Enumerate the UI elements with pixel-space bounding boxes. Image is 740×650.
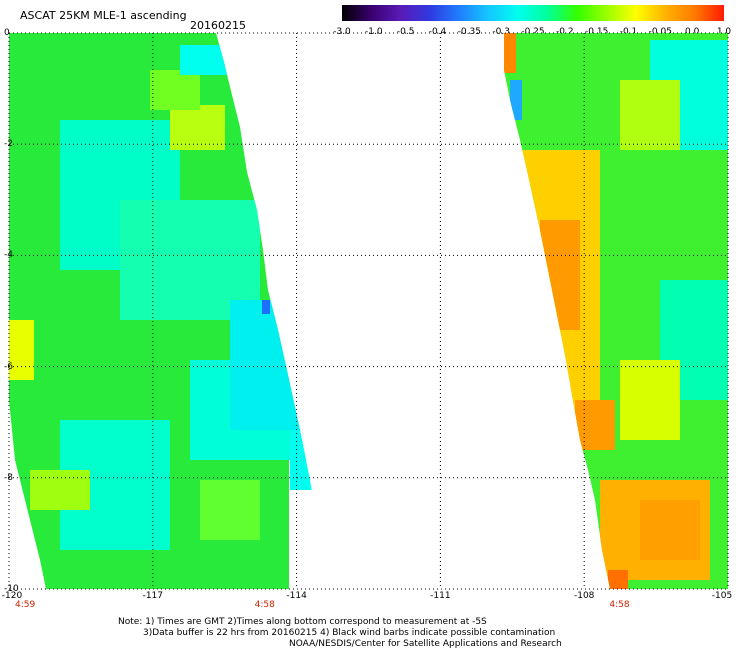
lon-tick-label: -117: [142, 591, 164, 601]
mle-data-cell: [30, 470, 90, 510]
map-title: ASCAT 25KM MLE-1 ascending: [20, 9, 187, 22]
lon-tick-label: -108: [573, 591, 595, 601]
swath-left: [9, 33, 320, 589]
measurement-time-label: 4:58: [254, 600, 275, 610]
note-line-3: NOAA/NESDIS/Center for Satellite Applica…: [289, 639, 562, 649]
colorbar-gradient: [342, 5, 724, 21]
map-grid: [8, 32, 729, 590]
mle-data-cell: [180, 45, 240, 75]
mle-data-cell: [575, 400, 615, 450]
mle-data-cell: [540, 220, 580, 330]
colorbar-label: -0.1: [619, 27, 638, 37]
mle-data-cell: [620, 360, 680, 440]
colorbar-label: -0.15: [585, 27, 609, 37]
lat-tick-label: -10: [4, 584, 19, 594]
note-line-1: Note: 1) Times are GMT 2)Times along bot…: [118, 617, 487, 627]
lat-tick-label: -2: [4, 139, 13, 150]
mle-data-cell: [150, 70, 200, 110]
colorbar-label: -1.0: [365, 27, 383, 37]
colorbar: [342, 5, 724, 21]
colorbar-label: -0.4: [428, 27, 447, 37]
colorbar-label: -0.5: [396, 27, 415, 37]
mle-data-cell: [620, 80, 680, 150]
lon-tick-label: -105: [711, 591, 733, 601]
mle-data-cell: [170, 105, 225, 150]
colorbar-label: -0.05: [648, 27, 672, 37]
mle-data-cell: [9, 320, 34, 380]
mle-data-cell: [230, 300, 300, 430]
measurement-time-label: 4:59: [15, 600, 36, 610]
lat-tick-label: 0: [4, 28, 10, 38]
lon-tick-label: -114: [286, 591, 307, 601]
note-line-2: 3)Data buffer is 22 hrs from 20160215 4)…: [143, 628, 556, 638]
colorbar-label: 0.0: [684, 27, 700, 37]
lat-tick-label: -6: [4, 361, 13, 372]
colorbar-label: -0.3: [492, 27, 510, 37]
swath-right: [504, 33, 728, 589]
colorbar-label: -3.0: [333, 27, 351, 37]
mle-data-cell: [608, 570, 628, 589]
colorbar-label: -0.2: [556, 27, 574, 37]
map-date: 20160215: [190, 19, 246, 32]
lat-tick-label: -8: [4, 472, 13, 483]
mle-data-cell: [504, 33, 516, 73]
mle-data-cell: [262, 300, 270, 314]
mle-data-cell: [290, 430, 320, 490]
mle-data-cell: [510, 80, 522, 120]
colorbar-label: 1.0: [716, 27, 732, 37]
lat-tick-label: -4: [4, 250, 13, 261]
mle-data-cell: [640, 500, 700, 560]
lon-tick-label: -111: [430, 591, 451, 601]
colorbar-label: -0.35: [457, 27, 481, 37]
lon-tick-label: -120: [1, 591, 23, 601]
mle-data-cell: [200, 480, 260, 540]
colorbar-label: -0.25: [521, 27, 545, 37]
measurement-time-label: 4:58: [609, 600, 630, 610]
